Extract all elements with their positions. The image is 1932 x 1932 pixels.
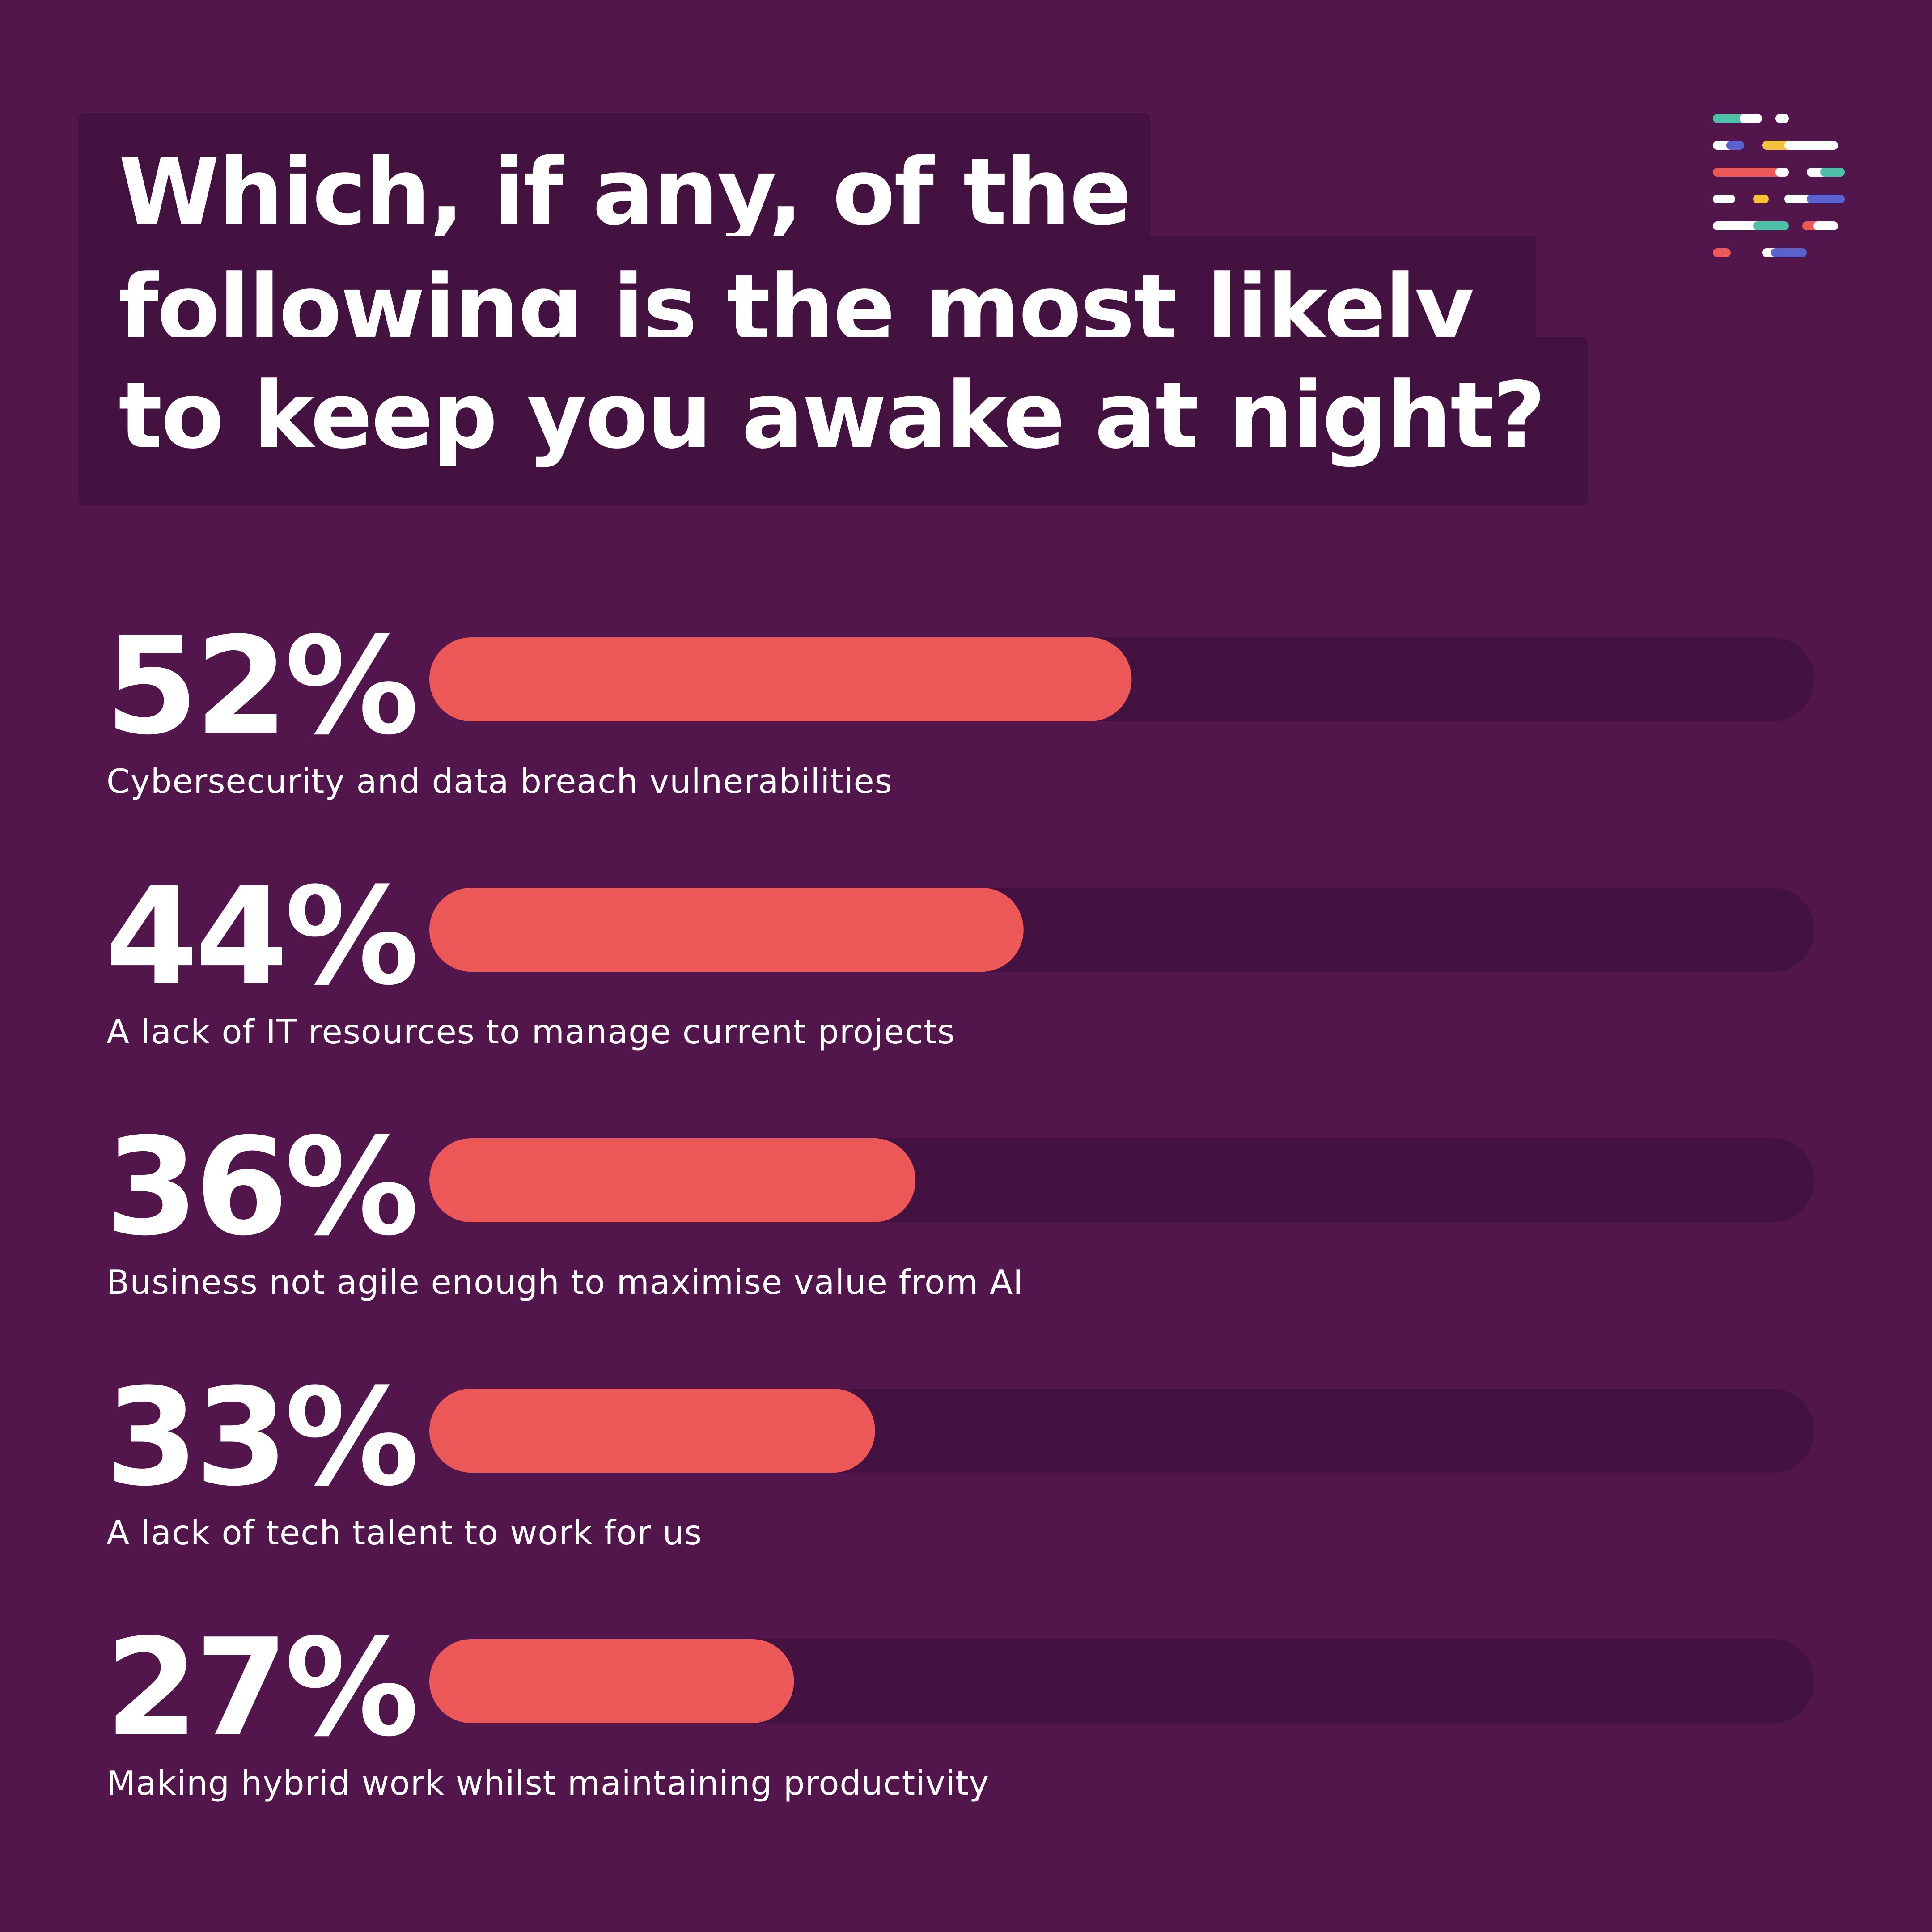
bar-5 [429, 1639, 794, 1723]
category-label: A lack of tech talent to work for us [106, 1513, 702, 1552]
bar-1 [429, 637, 1132, 721]
title-line-3: to keep you awake at night? [78, 337, 1588, 506]
title-line-1: Which, if any, of the [78, 113, 1150, 246]
value-label: 27% [105, 1610, 419, 1766]
value-label: 33% [105, 1360, 419, 1516]
brand-logo-icon [1713, 114, 1845, 257]
value-label: 44% [105, 859, 419, 1015]
value-label: 52% [105, 608, 419, 764]
bar-4 [429, 1389, 875, 1473]
value-label: 36% [105, 1109, 419, 1265]
category-label: A lack of IT resources to manage current… [106, 1012, 955, 1051]
category-label: Business not agile enough to maximise va… [106, 1263, 1024, 1302]
category-label: Making hybrid work whilst maintaining pr… [106, 1763, 990, 1803]
title-text-3: to keep you awake at night? [119, 363, 1546, 469]
bar-2 [429, 888, 1024, 972]
bar-3 [429, 1138, 916, 1222]
category-label: Cybersecurity and data breach vulnerabil… [106, 762, 893, 801]
title-text-1: Which, if any, of the [119, 139, 1131, 246]
